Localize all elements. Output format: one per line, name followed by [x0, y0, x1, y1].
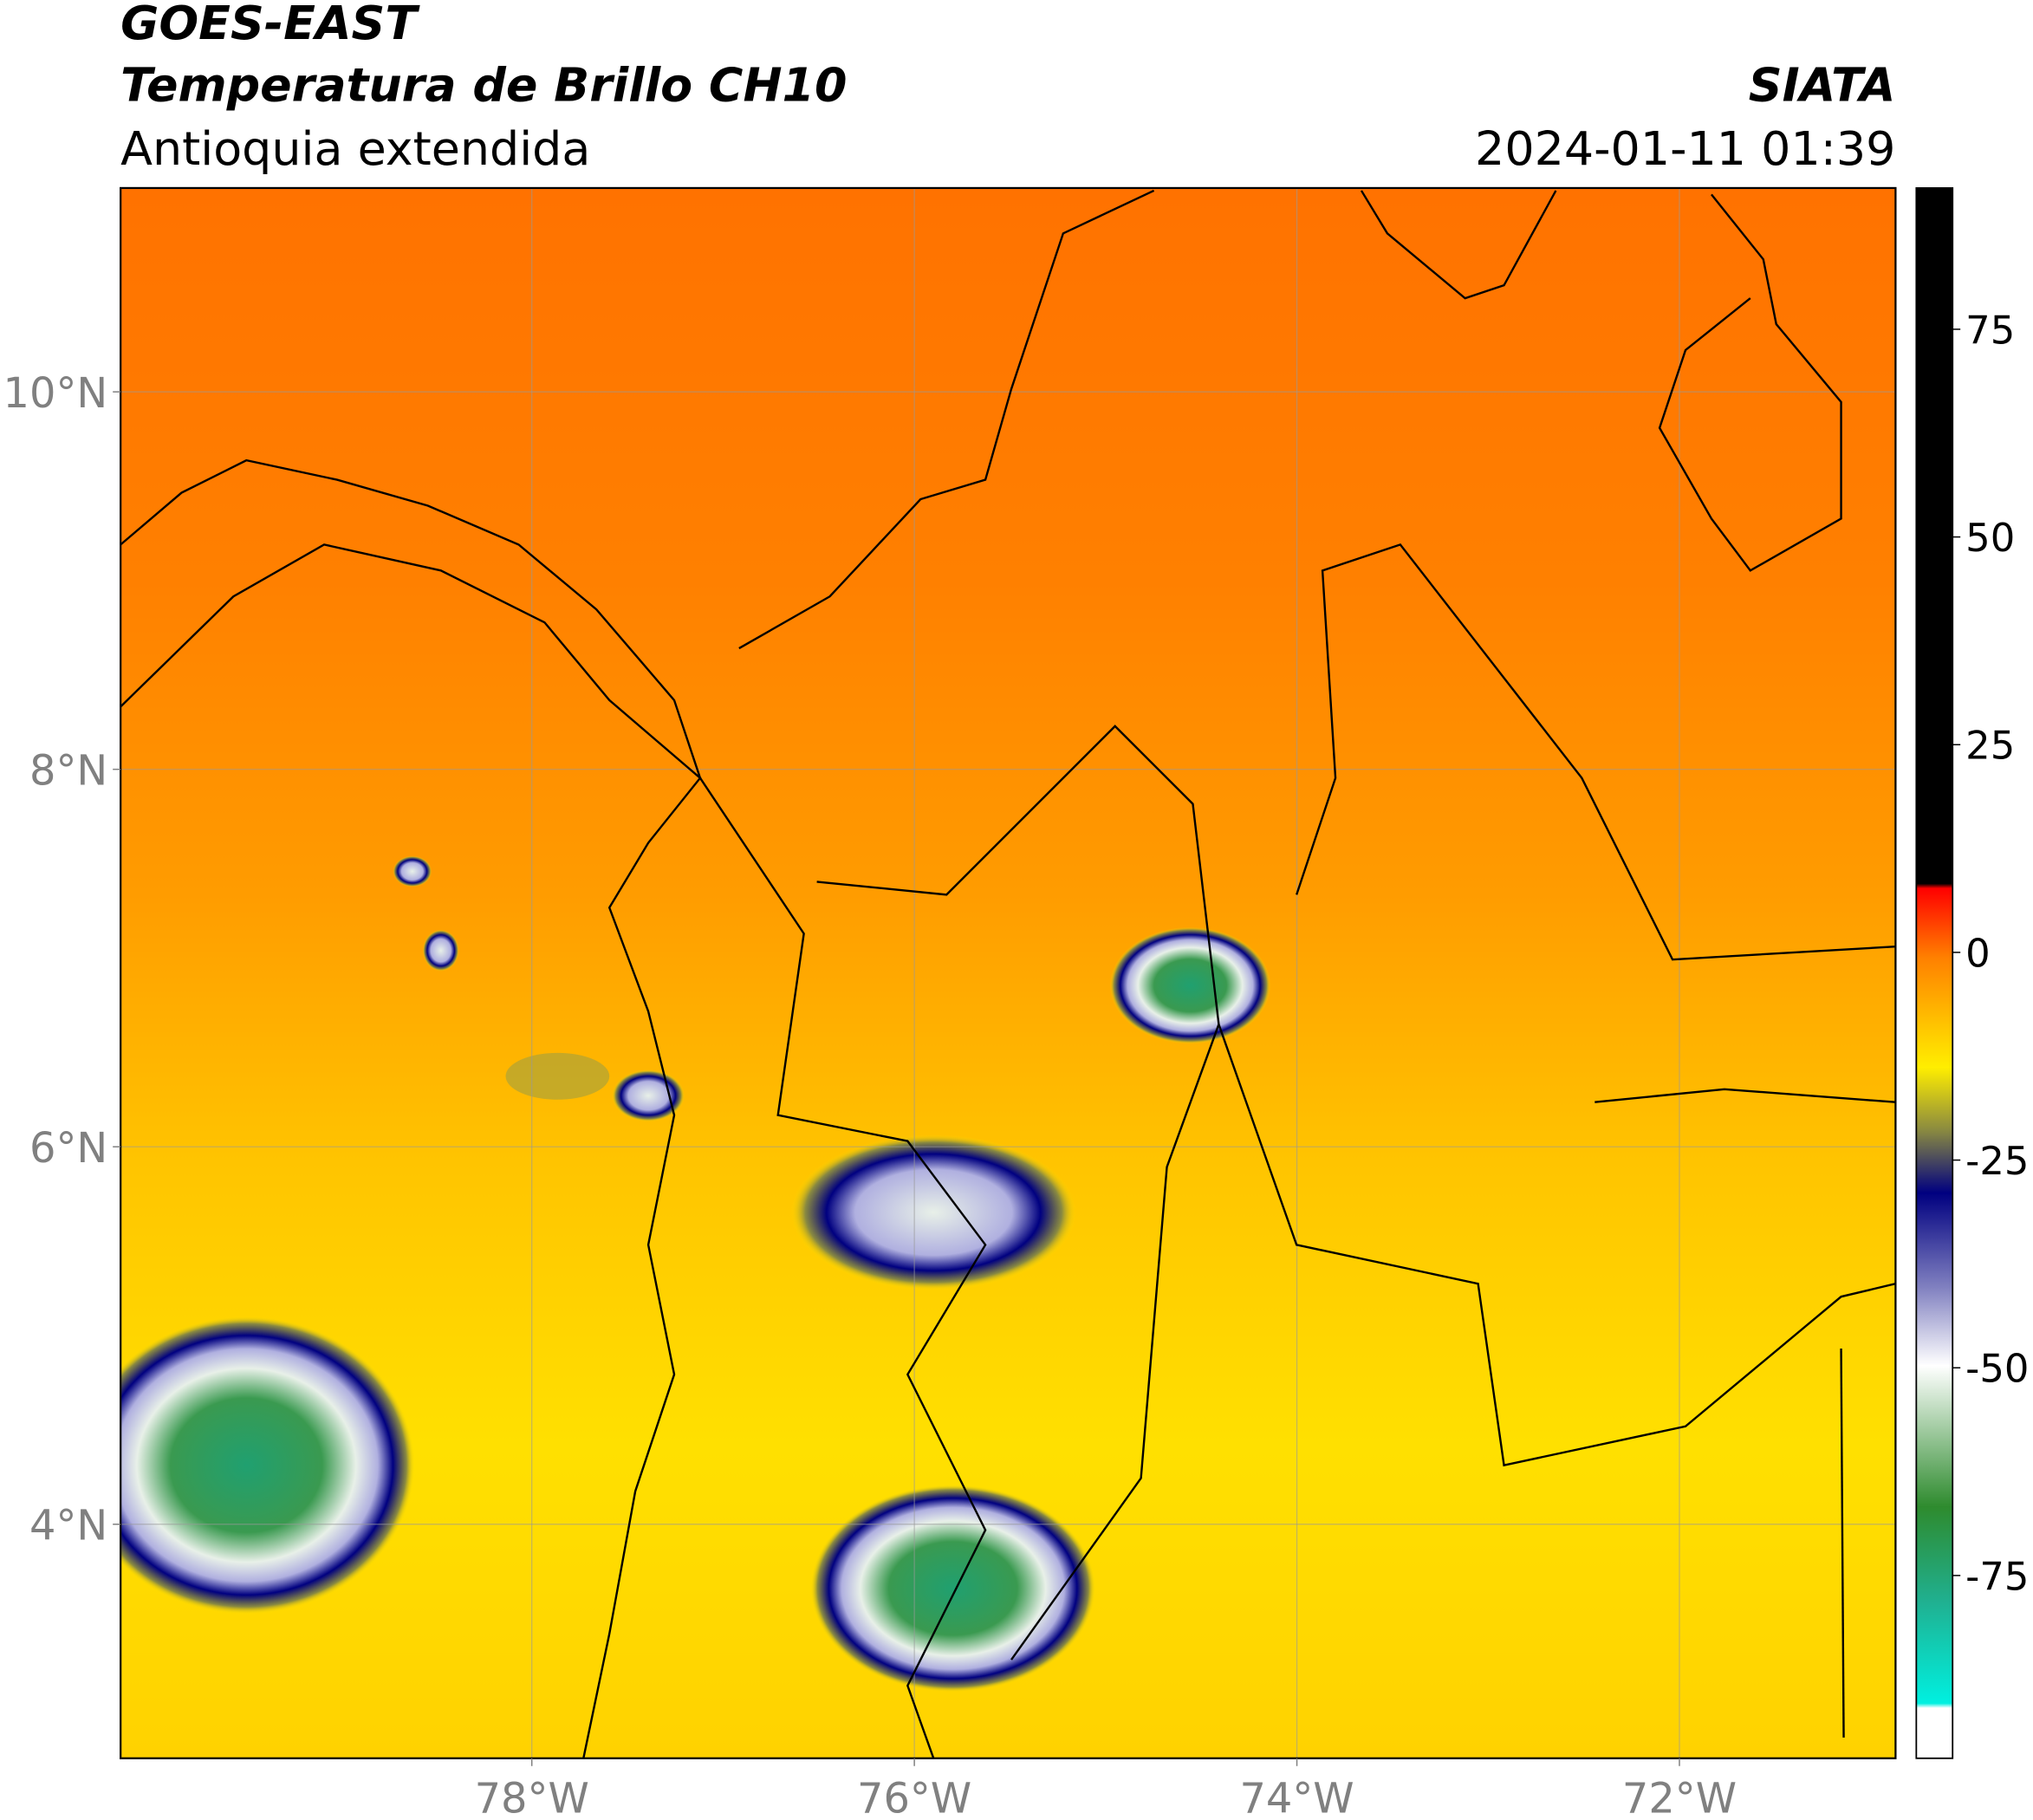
colorbar-tick-label: -50	[1965, 1346, 2029, 1392]
cloud	[810, 1485, 1096, 1693]
x-tick-label: 78°W	[475, 1776, 589, 1820]
map-area	[120, 187, 1896, 1758]
y-tick-label: 4°N	[29, 1503, 107, 1550]
y-tick-label: 6°N	[29, 1125, 107, 1173]
border	[1218, 1024, 1896, 1467]
border	[1840, 1348, 1845, 1738]
y-tick-label: 10°N	[3, 370, 108, 418]
cloud	[393, 855, 432, 887]
cloud	[422, 929, 459, 972]
colorbar-tick-label: 75	[1965, 307, 2015, 353]
region-label: Antioquia extendida	[120, 121, 590, 176]
x-tick-label: 76°W	[857, 1776, 971, 1820]
coastline	[738, 189, 1155, 650]
coastline	[120, 543, 702, 1758]
map-frame	[120, 186, 1897, 1759]
colorbar-tick-label: 25	[1965, 723, 2015, 769]
colorbar-tick-label: 0	[1965, 930, 1991, 976]
border	[1595, 1088, 1896, 1103]
colorbar-tick-label: -75	[1965, 1553, 2029, 1599]
axes: 78°W 76°W 74°W 72°W 10°N 8°N 6°N 4°N	[3, 370, 1737, 1820]
cloud	[120, 1316, 415, 1615]
border	[698, 777, 987, 1758]
colorbar-ticks: 75 50 25 0 -25 -50 -75	[1952, 307, 2029, 1599]
y-tick-label: 8°N	[29, 748, 107, 796]
coastline	[1360, 190, 1557, 300]
coastline	[1658, 193, 1842, 572]
border	[816, 725, 1220, 1661]
source-label: SIATA	[1749, 58, 1896, 113]
x-tick-label: 74°W	[1239, 1776, 1354, 1820]
colorbar	[1915, 187, 1954, 1759]
gridlines	[120, 187, 1896, 1758]
product-title: Temperatura de Brillo CH10	[120, 58, 847, 113]
cloud	[790, 1134, 1076, 1290]
cloud	[1109, 926, 1271, 1044]
colorbar-tick-label: 50	[1965, 515, 2015, 561]
x-tick-label: 72°W	[1622, 1776, 1737, 1820]
colorbar-tick-label: -25	[1965, 1138, 2029, 1184]
coastline	[120, 458, 702, 779]
boundaries	[120, 189, 1896, 1758]
border	[1296, 543, 1896, 961]
datetime-label: 2024-01-11 01:39	[1475, 121, 1895, 176]
satellite-title: GOES-EAST	[120, 0, 420, 50]
cloud	[505, 1052, 610, 1100]
